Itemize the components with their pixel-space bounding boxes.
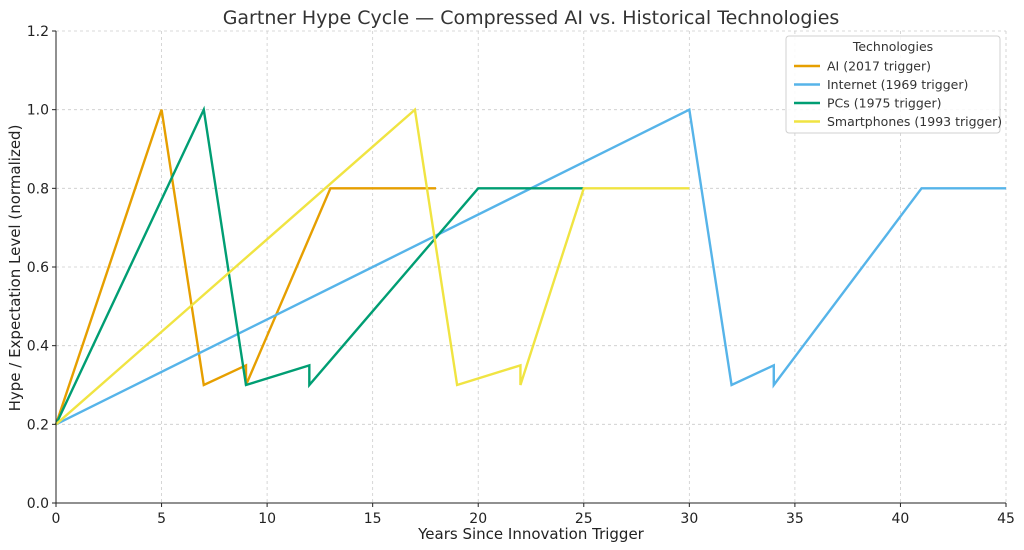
x-tick-labels: 0 5 10 15 20 25 30 35 40 45 — [52, 503, 1015, 527]
legend-entry: Smartphones (1993 trigger) — [827, 114, 1002, 129]
legend: Technologies AI (2017 trigger) Internet (… — [785, 35, 1002, 134]
chart-title: Gartner Hype Cycle — Compressed AI vs. H… — [223, 7, 840, 29]
legend-entry: AI (2017 trigger) — [827, 59, 931, 74]
plot-series — [54, 105, 1006, 426]
x-axis-label: Years Since Innovation Trigger — [417, 525, 645, 543]
y-tick-label: 0.0 — [27, 496, 49, 512]
x-tick-label: 20 — [469, 511, 487, 527]
y-tick-labels: 0.0 0.2 0.4 0.6 0.8 1.0 1.2 — [27, 24, 56, 512]
y-tick-label: 0.6 — [27, 260, 49, 276]
series-line — [54, 109, 436, 425]
y-tick-label: 0.2 — [27, 417, 49, 433]
legend-box — [785, 35, 1001, 134]
y-tick-label: 0.8 — [27, 181, 49, 197]
x-tick-label: 40 — [892, 511, 910, 527]
legend-title: Technologies — [852, 39, 933, 54]
x-tick-label: 30 — [680, 511, 698, 527]
x-tick-label: 10 — [258, 511, 276, 527]
legend-items: AI (2017 trigger) Internet (1969 trigger)… — [794, 59, 1002, 129]
x-tick-label: 45 — [997, 511, 1015, 527]
x-tick-label: 5 — [157, 511, 166, 527]
y-tick-label: 0.4 — [27, 339, 49, 355]
legend-entry: Internet (1969 trigger) — [827, 77, 968, 92]
series-line — [55, 107, 1006, 426]
y-tick-label: 1.2 — [27, 24, 49, 40]
legend-entry: PCs (1975 trigger) — [827, 96, 942, 111]
x-tick-label: 35 — [786, 511, 804, 527]
x-tick-label: 25 — [575, 511, 593, 527]
y-axis-label: Hype / Expectation Level (normalized) — [6, 125, 24, 412]
x-tick-label: 0 — [52, 511, 61, 527]
x-tick-label: 15 — [364, 511, 382, 527]
y-tick-label: 1.0 — [27, 103, 49, 119]
series-line — [55, 107, 690, 426]
series-line — [54, 105, 584, 425]
